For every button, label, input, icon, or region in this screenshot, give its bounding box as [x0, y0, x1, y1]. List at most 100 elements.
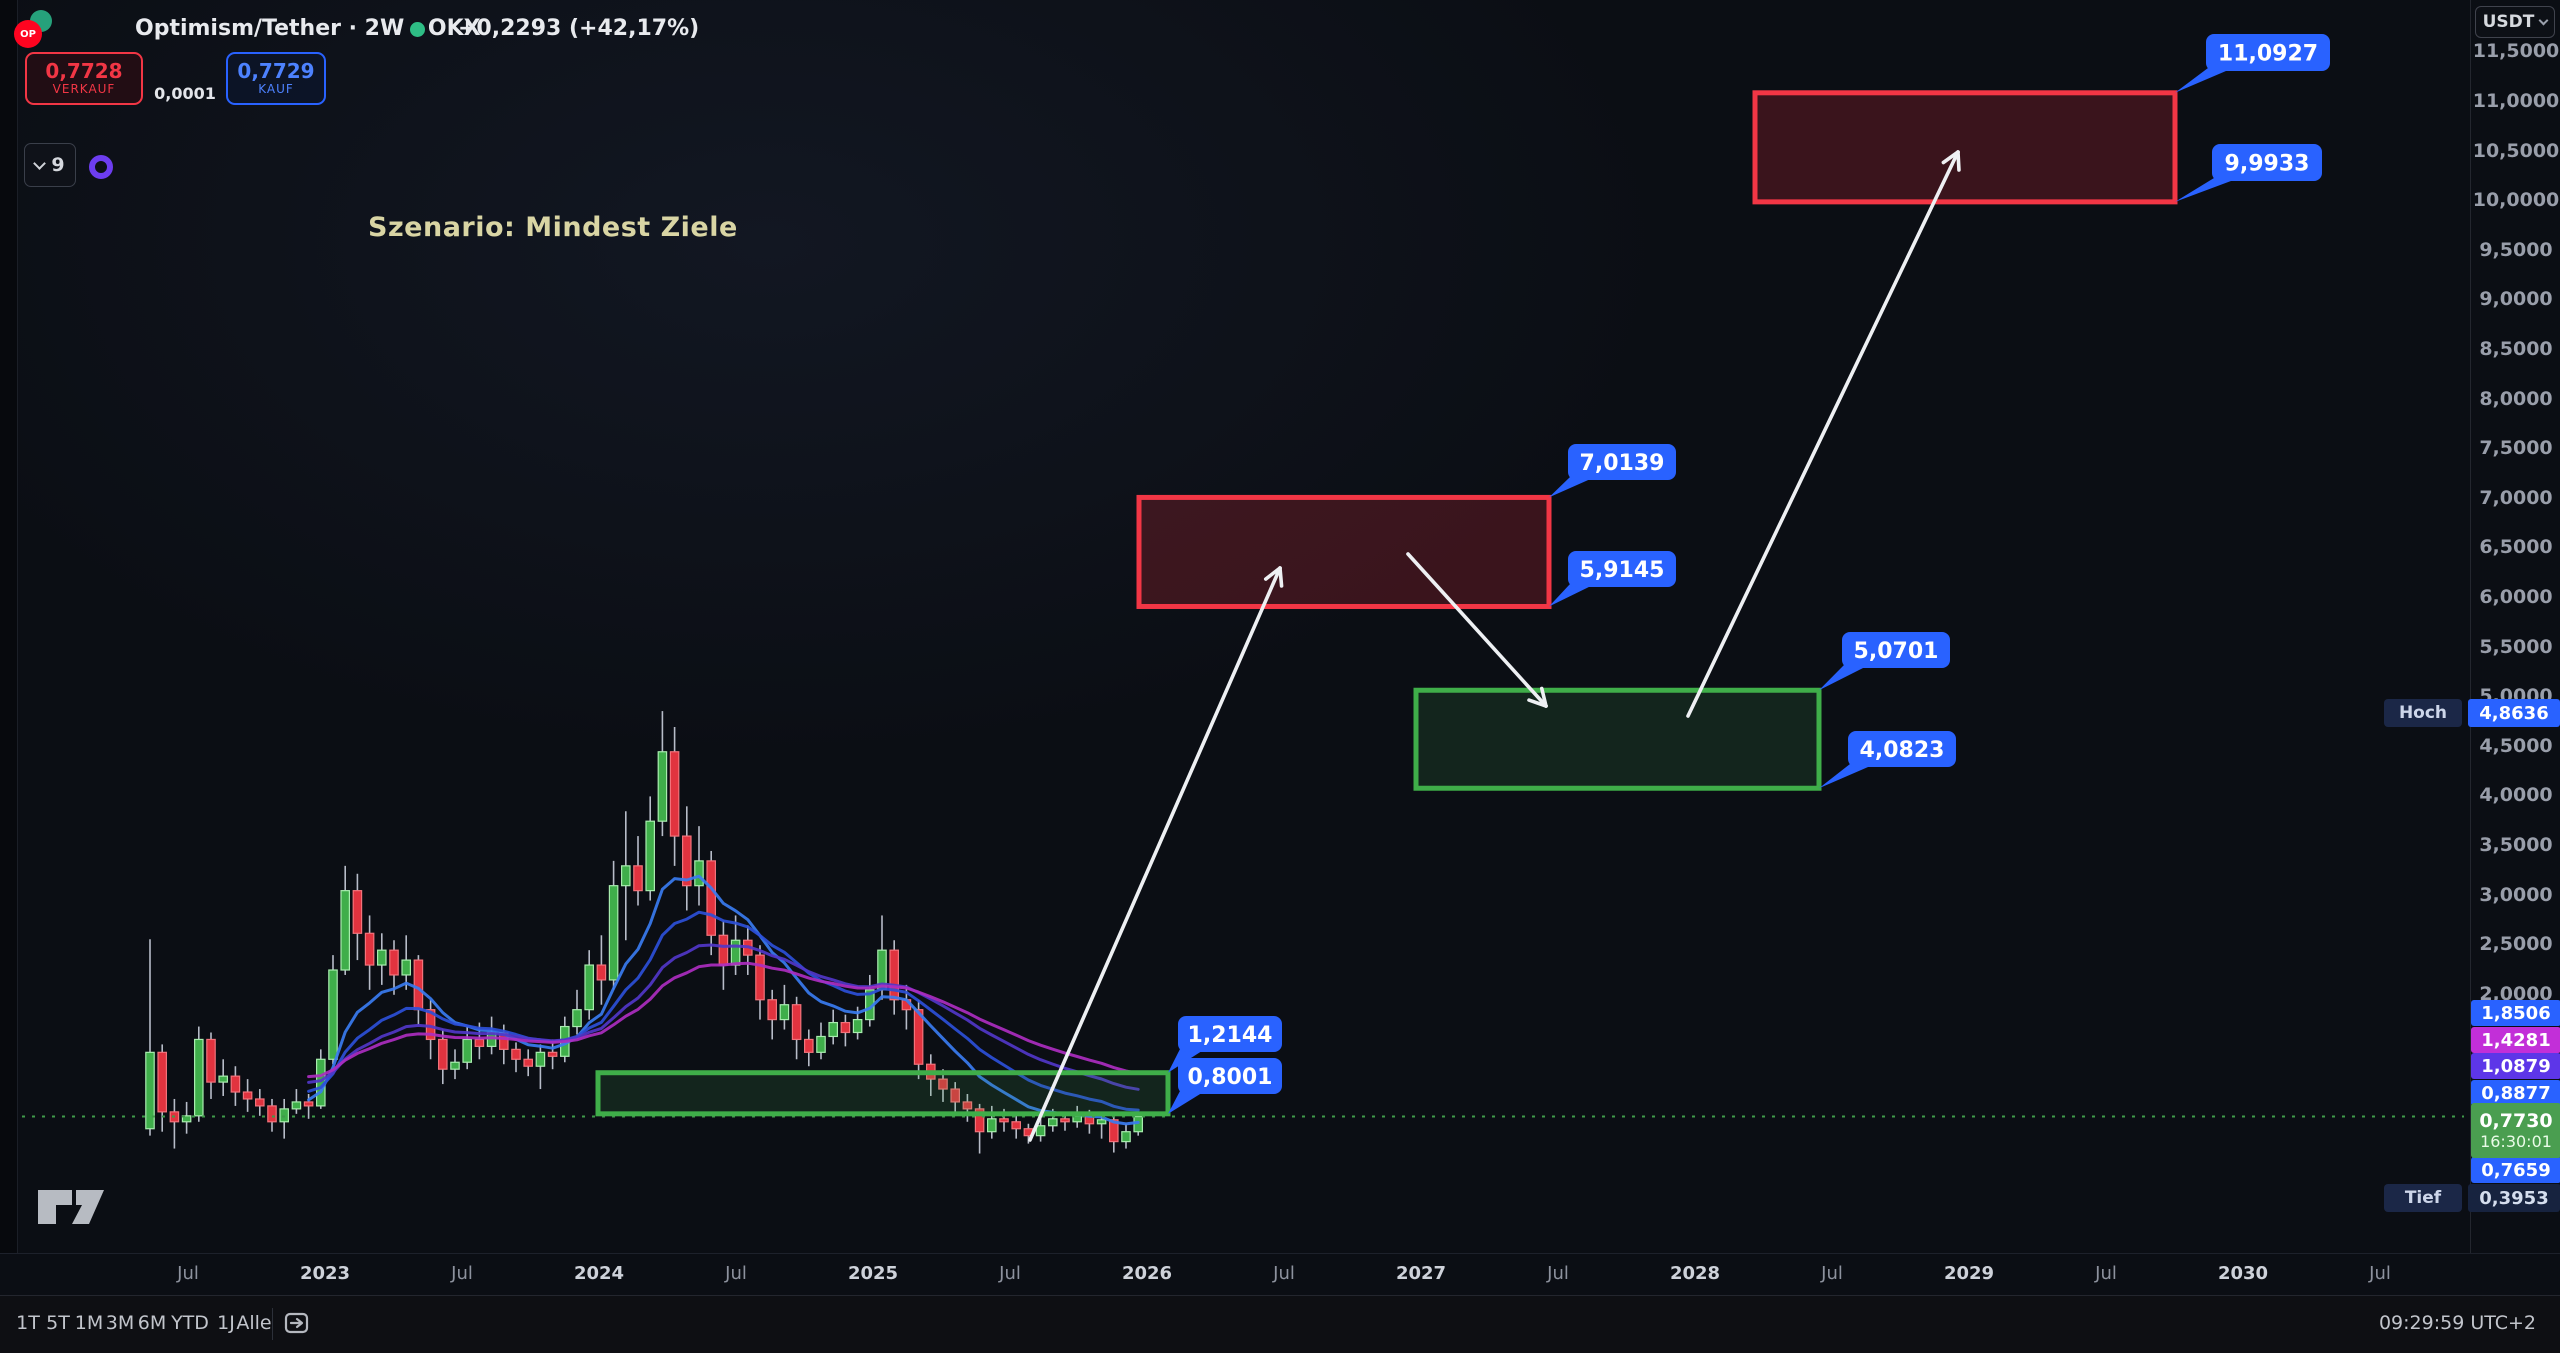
price-tick: 11,5000 [2472, 40, 2560, 63]
price-callout[interactable]: 11,0927 [2175, 34, 2330, 93]
range-button-1j[interactable]: 1J [217, 1312, 235, 1334]
price-callout[interactable]: 5,9145 [1549, 551, 1676, 607]
scenario-annotation-text[interactable]: Szenario: Mindest Ziele [368, 212, 738, 243]
time-tick-year: 2027 [1395, 1263, 1447, 1284]
candle-down [157, 1051, 167, 1113]
price-callout[interactable]: 4,0823 [1819, 731, 1956, 789]
range-button-6m[interactable]: 6M [137, 1312, 167, 1334]
candle-down [791, 1004, 802, 1041]
candle-up [779, 1004, 790, 1021]
price-callout[interactable]: 9,9933 [2175, 144, 2322, 202]
candle-up [608, 885, 619, 981]
time-tick-month: Jul [1547, 1263, 1569, 1284]
candle-down [962, 1101, 973, 1110]
range-button-3m[interactable]: 3M [105, 1312, 135, 1334]
candle-down [767, 999, 777, 1021]
sell-label: VERKAUF [52, 82, 116, 97]
chevron-down-icon [2538, 15, 2549, 26]
time-tick-month: Jul [1821, 1263, 1843, 1284]
demand-zone-2025[interactable] [595, 1070, 1171, 1117]
candle-up [584, 964, 594, 1011]
candle-down [303, 1101, 314, 1107]
sell-price: 0,7728 [45, 59, 123, 84]
market-status-dot [410, 22, 425, 37]
arrow-bottom-to-supply6[interactable] [1028, 566, 1284, 1142]
symbol-title[interactable]: Optimism/Tether · 2W · OKX [135, 16, 481, 41]
range-button-5t[interactable]: 5T [46, 1312, 70, 1334]
arrow-demand4-to-supply10[interactable] [1686, 150, 1961, 718]
chevron-down-icon [33, 156, 47, 170]
goto-date-icon[interactable] [284, 1311, 312, 1339]
indicator-collapse-button[interactable]: 9 [24, 143, 76, 187]
ema-9 [307, 874, 1140, 1126]
indicator-price-tag: 0,8877 [2471, 1080, 2560, 1106]
candle-down [242, 1091, 253, 1100]
callout-price-text: 1,2144 [1188, 1023, 1273, 1048]
time-tick-month: Jul [2369, 1263, 2391, 1284]
callout-price-text: 7,0139 [1580, 451, 1665, 476]
time-tick-year: 2026 [1121, 1263, 1173, 1284]
callout-price-text: 11,0927 [2218, 42, 2318, 67]
spread-value: 0,0001 [154, 84, 216, 103]
indicator-donut-icon[interactable] [89, 155, 113, 179]
indicator-price-tag: 1,4281 [2471, 1027, 2560, 1053]
supply-zone-10[interactable] [1752, 90, 2178, 205]
arrow-supply6-to-demand4[interactable] [1406, 552, 1548, 708]
low-value-badge: 0,3953 [2468, 1184, 2560, 1212]
candle-up [450, 1061, 460, 1070]
price-callout[interactable]: 0,8001 [1168, 1058, 1282, 1114]
price-tick: 4,0000 [2479, 784, 2553, 807]
price-callout[interactable]: 7,0139 [1549, 444, 1676, 498]
buy-button[interactable]: 0,7729 KAUF [226, 52, 326, 105]
range-button-1t[interactable]: 1T [16, 1312, 40, 1334]
range-button-1m[interactable]: 1M [74, 1312, 104, 1334]
time-axis[interactable]: Jul 2023 Jul 2024 Jul 2025 Jul 2026 Jul 2027 Jul 20… [0, 1253, 2560, 1295]
price-axis[interactable]: USDT 11,5000 11,0000 10,5000 10,0000 9,5000 9… [2470, 0, 2560, 1295]
candle-down [999, 1118, 1009, 1123]
high-badge: Hoch [2384, 699, 2462, 727]
sell-button[interactable]: 0,7728 VERKAUF [25, 52, 143, 105]
candle-down [596, 964, 607, 981]
time-tick-year: 2030 [2217, 1263, 2269, 1284]
indicator-count: 9 [51, 154, 65, 176]
candle-up [1035, 1125, 1046, 1137]
currency-dropdown[interactable]: USDT [2475, 6, 2555, 38]
callout-price-text: 5,9145 [1580, 558, 1665, 583]
time-tick-year: 2029 [1943, 1263, 1995, 1284]
price-callout[interactable]: 5,0701 [1819, 632, 1950, 691]
tradingview-logo[interactable] [36, 1184, 108, 1234]
candle-down [511, 1048, 521, 1060]
candle-down [206, 1038, 216, 1083]
candle-down [840, 1021, 851, 1034]
candle-up [986, 1118, 997, 1133]
pair-logo[interactable]: OP [6, 8, 52, 54]
candle-down [889, 949, 899, 1001]
candle-down [718, 934, 729, 966]
callout-price-text: 9,9933 [2225, 152, 2310, 177]
candle-down [413, 959, 424, 1011]
high-value-badge: 4,8636 [2468, 699, 2560, 727]
candle-up [694, 860, 704, 887]
candle-up [328, 969, 338, 1060]
range-button-alle[interactable]: Alle [236, 1312, 272, 1334]
time-tick-month: Jul [2095, 1263, 2117, 1284]
demand-zone-4-5[interactable] [1413, 687, 1822, 791]
price-tick: 4,5000 [2479, 734, 2553, 757]
buy-label: KAUF [258, 82, 294, 97]
candle-down [438, 1038, 448, 1070]
price-tick: 7,5000 [2479, 437, 2553, 460]
candle-up [657, 751, 668, 822]
window-left-edge [0, 0, 18, 1353]
candle-down [255, 1098, 265, 1107]
candle-down [633, 865, 643, 892]
supply-zone-6[interactable] [1136, 494, 1552, 609]
candle-down [1011, 1121, 1021, 1130]
range-button-ytd[interactable]: YTD [171, 1312, 209, 1334]
candle-up [852, 1018, 863, 1034]
time-tick-month: Jul [451, 1263, 473, 1284]
candle-up [1096, 1119, 1107, 1125]
ema-36 [307, 961, 1140, 1079]
clock-timezone[interactable]: 09:29:59 UTC+2 [2378, 1312, 2536, 1334]
